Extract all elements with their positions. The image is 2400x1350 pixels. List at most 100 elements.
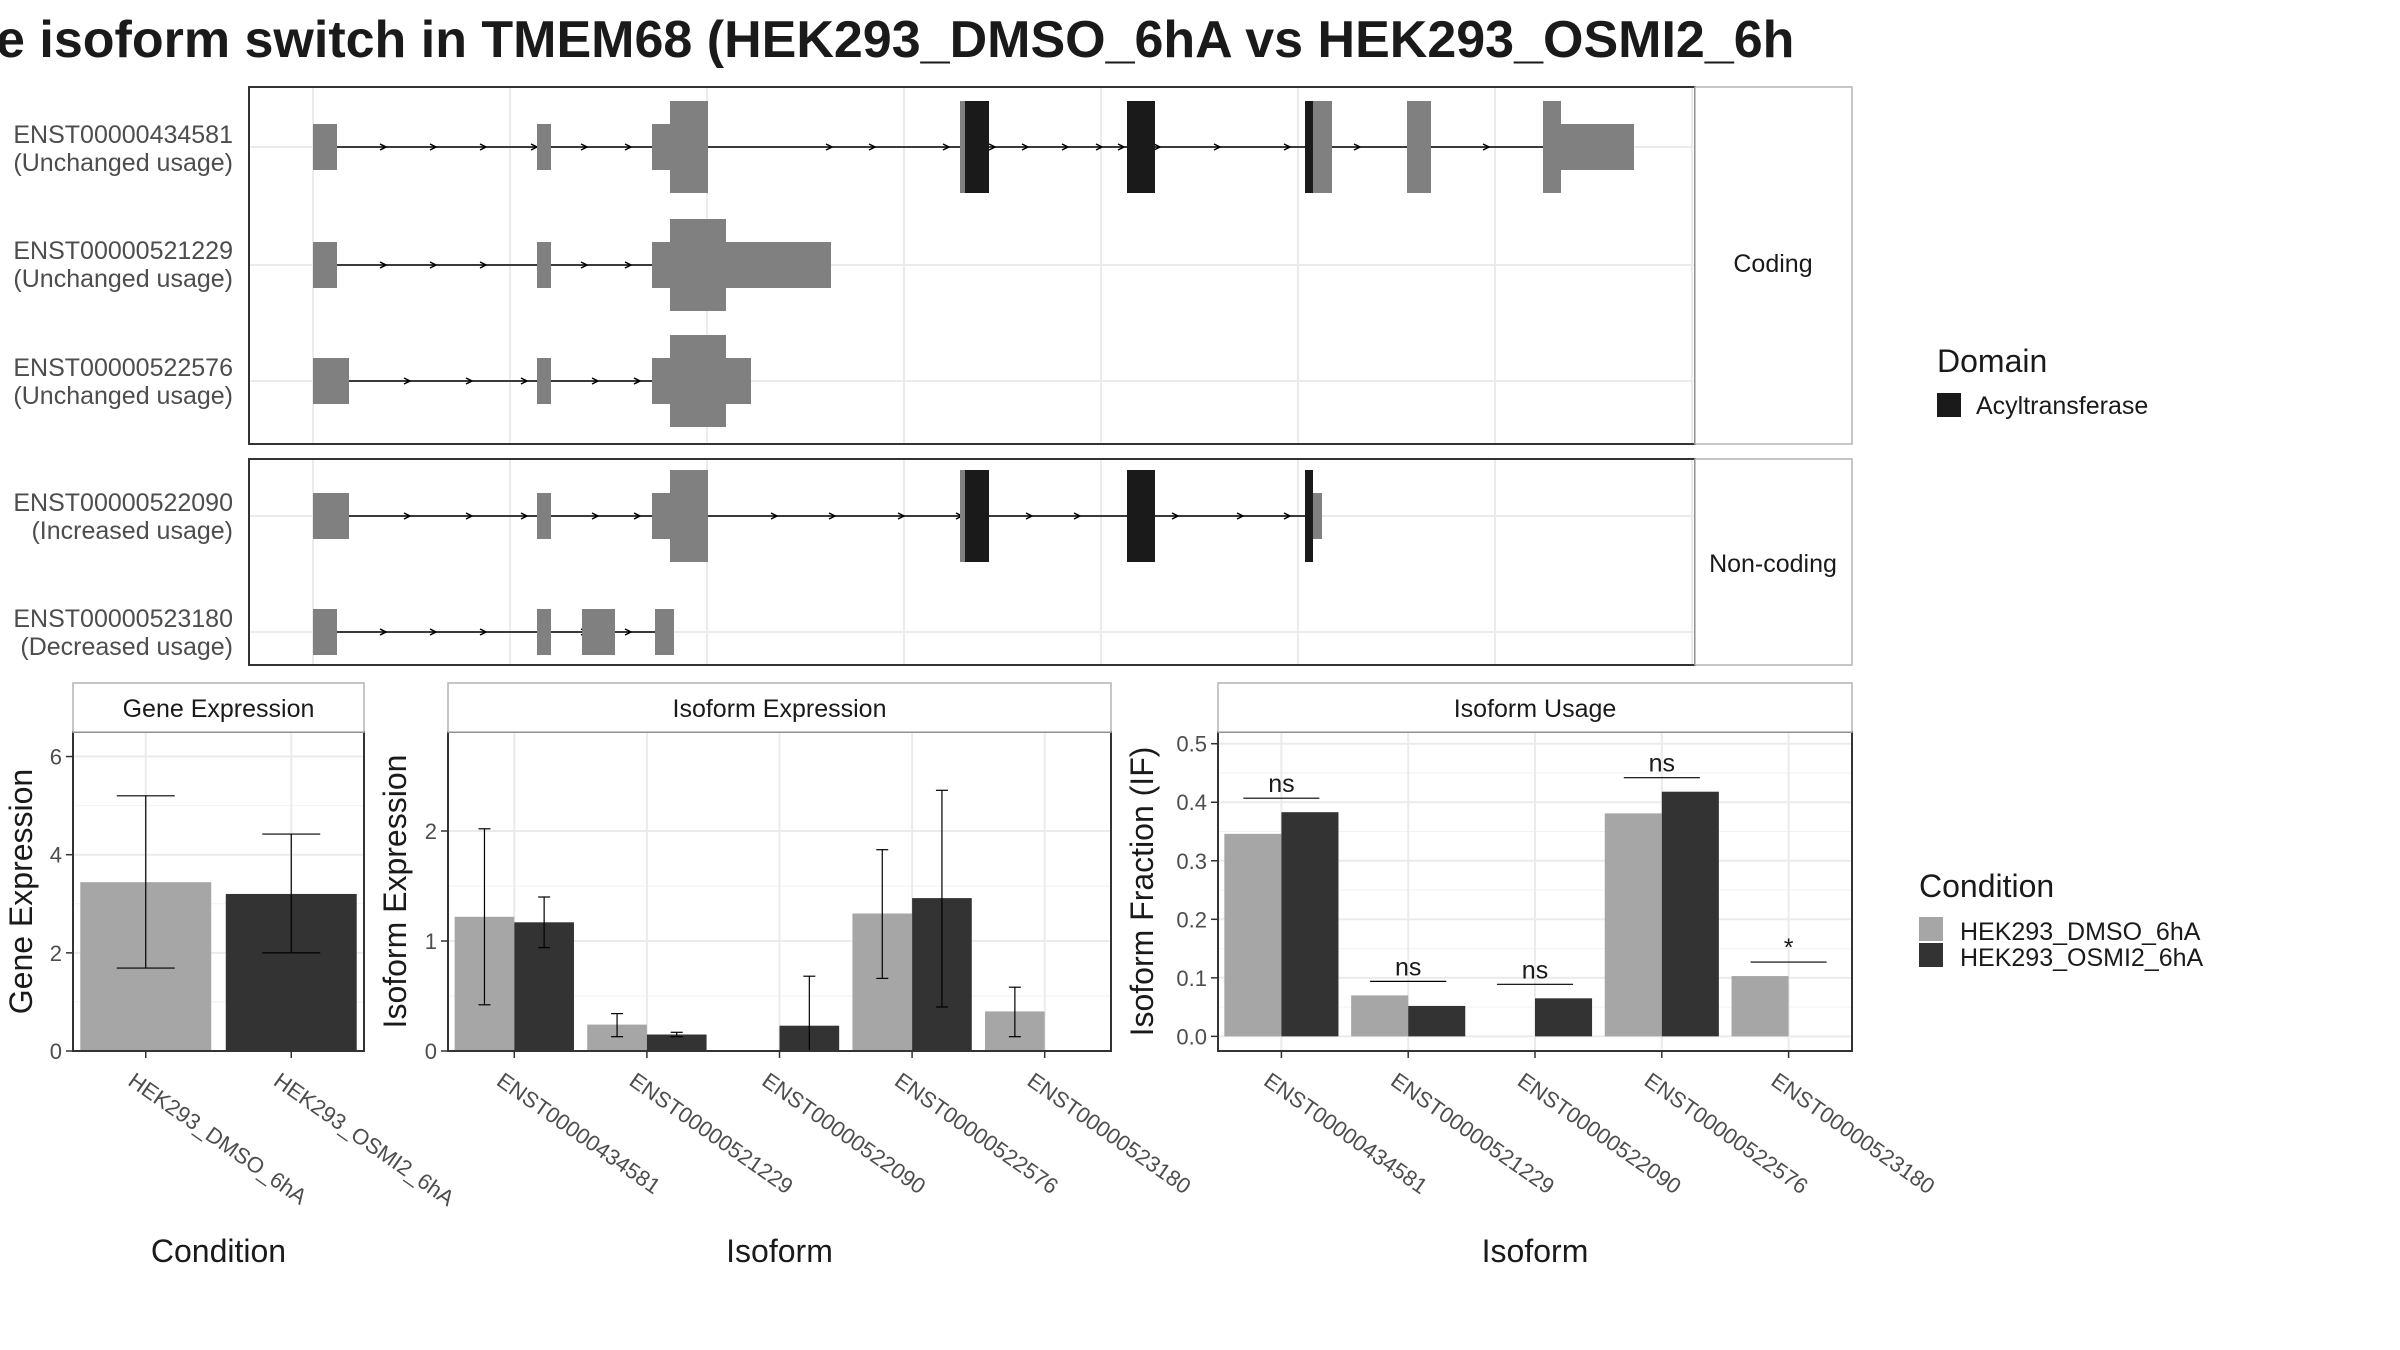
- strip-label-coding: Coding: [1733, 250, 1812, 278]
- exon: [1407, 101, 1431, 193]
- intron-arrow: [403, 512, 412, 520]
- bar: [1351, 995, 1409, 1037]
- condition-legend: Condition HEK293_DMSO_6hA HEK293_OSMI2_6…: [1919, 868, 2204, 972]
- exon: [537, 493, 551, 539]
- strip-box: [447, 682, 1112, 733]
- intron-arrow: [580, 261, 589, 269]
- bar: [1731, 976, 1789, 1037]
- bar: [1281, 812, 1339, 1037]
- intron-arrow: [868, 143, 877, 151]
- bar: [1408, 1005, 1466, 1037]
- intron-arrow: [633, 377, 642, 385]
- y-axis-title: Gene Expression: [3, 769, 39, 1014]
- strip-box: [1694, 86, 1853, 445]
- intron-arrow: [624, 143, 633, 151]
- intron-arrow: [1061, 143, 1070, 151]
- y-tick-label: 6: [50, 745, 62, 770]
- exon: [1561, 124, 1634, 170]
- exon: [582, 609, 615, 655]
- exon: [1543, 101, 1561, 193]
- exon: [652, 358, 670, 404]
- y-tick-label: 0: [425, 1039, 437, 1064]
- transcript-usage-label: (Unchanged usage): [13, 382, 233, 410]
- domain-exon: [965, 101, 989, 193]
- transcript-label: ENST00000521229: [13, 237, 233, 265]
- strip-box: [72, 682, 365, 733]
- exon: [1313, 101, 1332, 193]
- intron-arrow: [828, 512, 837, 520]
- domain-exon: [1305, 470, 1313, 562]
- intron-arrow: [633, 512, 642, 520]
- intron-arrow: [624, 261, 633, 269]
- exon: [537, 242, 551, 288]
- exon: [960, 470, 965, 562]
- exon: [537, 124, 551, 170]
- y-tick-label: 0.4: [1176, 790, 1207, 815]
- legend-key-dmso: [1919, 917, 1943, 941]
- panel-title: Isoform Expression: [673, 695, 887, 723]
- intron-arrow: [770, 512, 779, 520]
- exon: [313, 358, 349, 404]
- y-tick-label: 2: [425, 819, 437, 844]
- transcript-structures: [313, 101, 1634, 427]
- x-axis-title: Isoform: [726, 1233, 833, 1269]
- intron-arrow: [1283, 143, 1292, 151]
- exon: [726, 358, 751, 404]
- y-tick-label: 2: [50, 941, 62, 966]
- intron-arrow: [1353, 143, 1362, 151]
- domain-legend: Domain Acyltransferase: [1937, 343, 2148, 420]
- y-axis-title: Isoform Expression: [377, 755, 413, 1029]
- domain-exon: [1127, 470, 1155, 562]
- intron-arrow: [1117, 143, 1126, 151]
- y-tick-label: 0: [50, 1039, 62, 1064]
- transcript-usage-label: (Unchanged usage): [13, 265, 233, 293]
- intron-arrow: [1213, 143, 1222, 151]
- plot-title: e isoform switch in TMEM68 (HEK293_DMSO_…: [0, 11, 1794, 69]
- transcript-panel-noncoding: Non-coding ENST00000522090 (Increased us…: [13, 458, 1853, 666]
- transcript-structures: [313, 470, 1322, 655]
- intron-arrow: [591, 512, 600, 520]
- exon: [670, 335, 726, 427]
- exon: [537, 358, 551, 404]
- bar-panel: ns ns ns ns * Isoform Usage 0.0 0.1 0.2 0.3 0.4 0.5…: [1124, 682, 1939, 1269]
- domain-exon: [965, 470, 989, 562]
- intron-arrow: [520, 512, 529, 520]
- y-tick-label: 0.3: [1176, 849, 1207, 874]
- exon: [670, 101, 708, 193]
- bar: [1535, 998, 1593, 1037]
- strip-box: [1694, 458, 1853, 666]
- intron-arrow: [379, 261, 388, 269]
- transcript-usage-label: (Increased usage): [31, 517, 233, 545]
- bar: [1224, 833, 1282, 1037]
- x-axis-title: Isoform: [1482, 1233, 1589, 1269]
- intron-arrow: [429, 261, 438, 269]
- domain-exon: [1305, 101, 1313, 193]
- legend-label: HEK293_DMSO_6hA: [1960, 918, 2201, 946]
- intron-arrow: [942, 143, 951, 151]
- intron-arrow: [429, 628, 438, 636]
- bar: [1661, 791, 1719, 1037]
- significance-label: ns: [1649, 750, 1675, 778]
- legend-title: Domain: [1937, 343, 2047, 379]
- transcript-label: ENST00000522576: [13, 354, 233, 382]
- exon: [670, 470, 708, 562]
- intron-arrow: [624, 628, 633, 636]
- legend-label: Acyltransferase: [1976, 392, 2148, 420]
- intron-arrow: [1095, 143, 1104, 151]
- intron-arrow: [1482, 143, 1491, 151]
- bar-panel: Isoform Expression012ENST00000434581ENST…: [377, 682, 1195, 1269]
- intron-arrow: [465, 512, 474, 520]
- intron-arrow: [1153, 143, 1162, 151]
- exon: [313, 493, 349, 539]
- transcript-label: ENST00000434581: [13, 121, 233, 149]
- transcript-usage-label: (Decreased usage): [20, 633, 233, 661]
- intron-arrow: [897, 512, 906, 520]
- transcript-label: ENST00000522090: [13, 489, 233, 517]
- significance-label: *: [1784, 934, 1794, 962]
- intron-arrow: [403, 377, 412, 385]
- exon: [652, 242, 670, 288]
- y-tick-label: 0.2: [1176, 907, 1207, 932]
- exon: [313, 124, 337, 170]
- exon: [960, 101, 965, 193]
- bar: [1604, 813, 1662, 1037]
